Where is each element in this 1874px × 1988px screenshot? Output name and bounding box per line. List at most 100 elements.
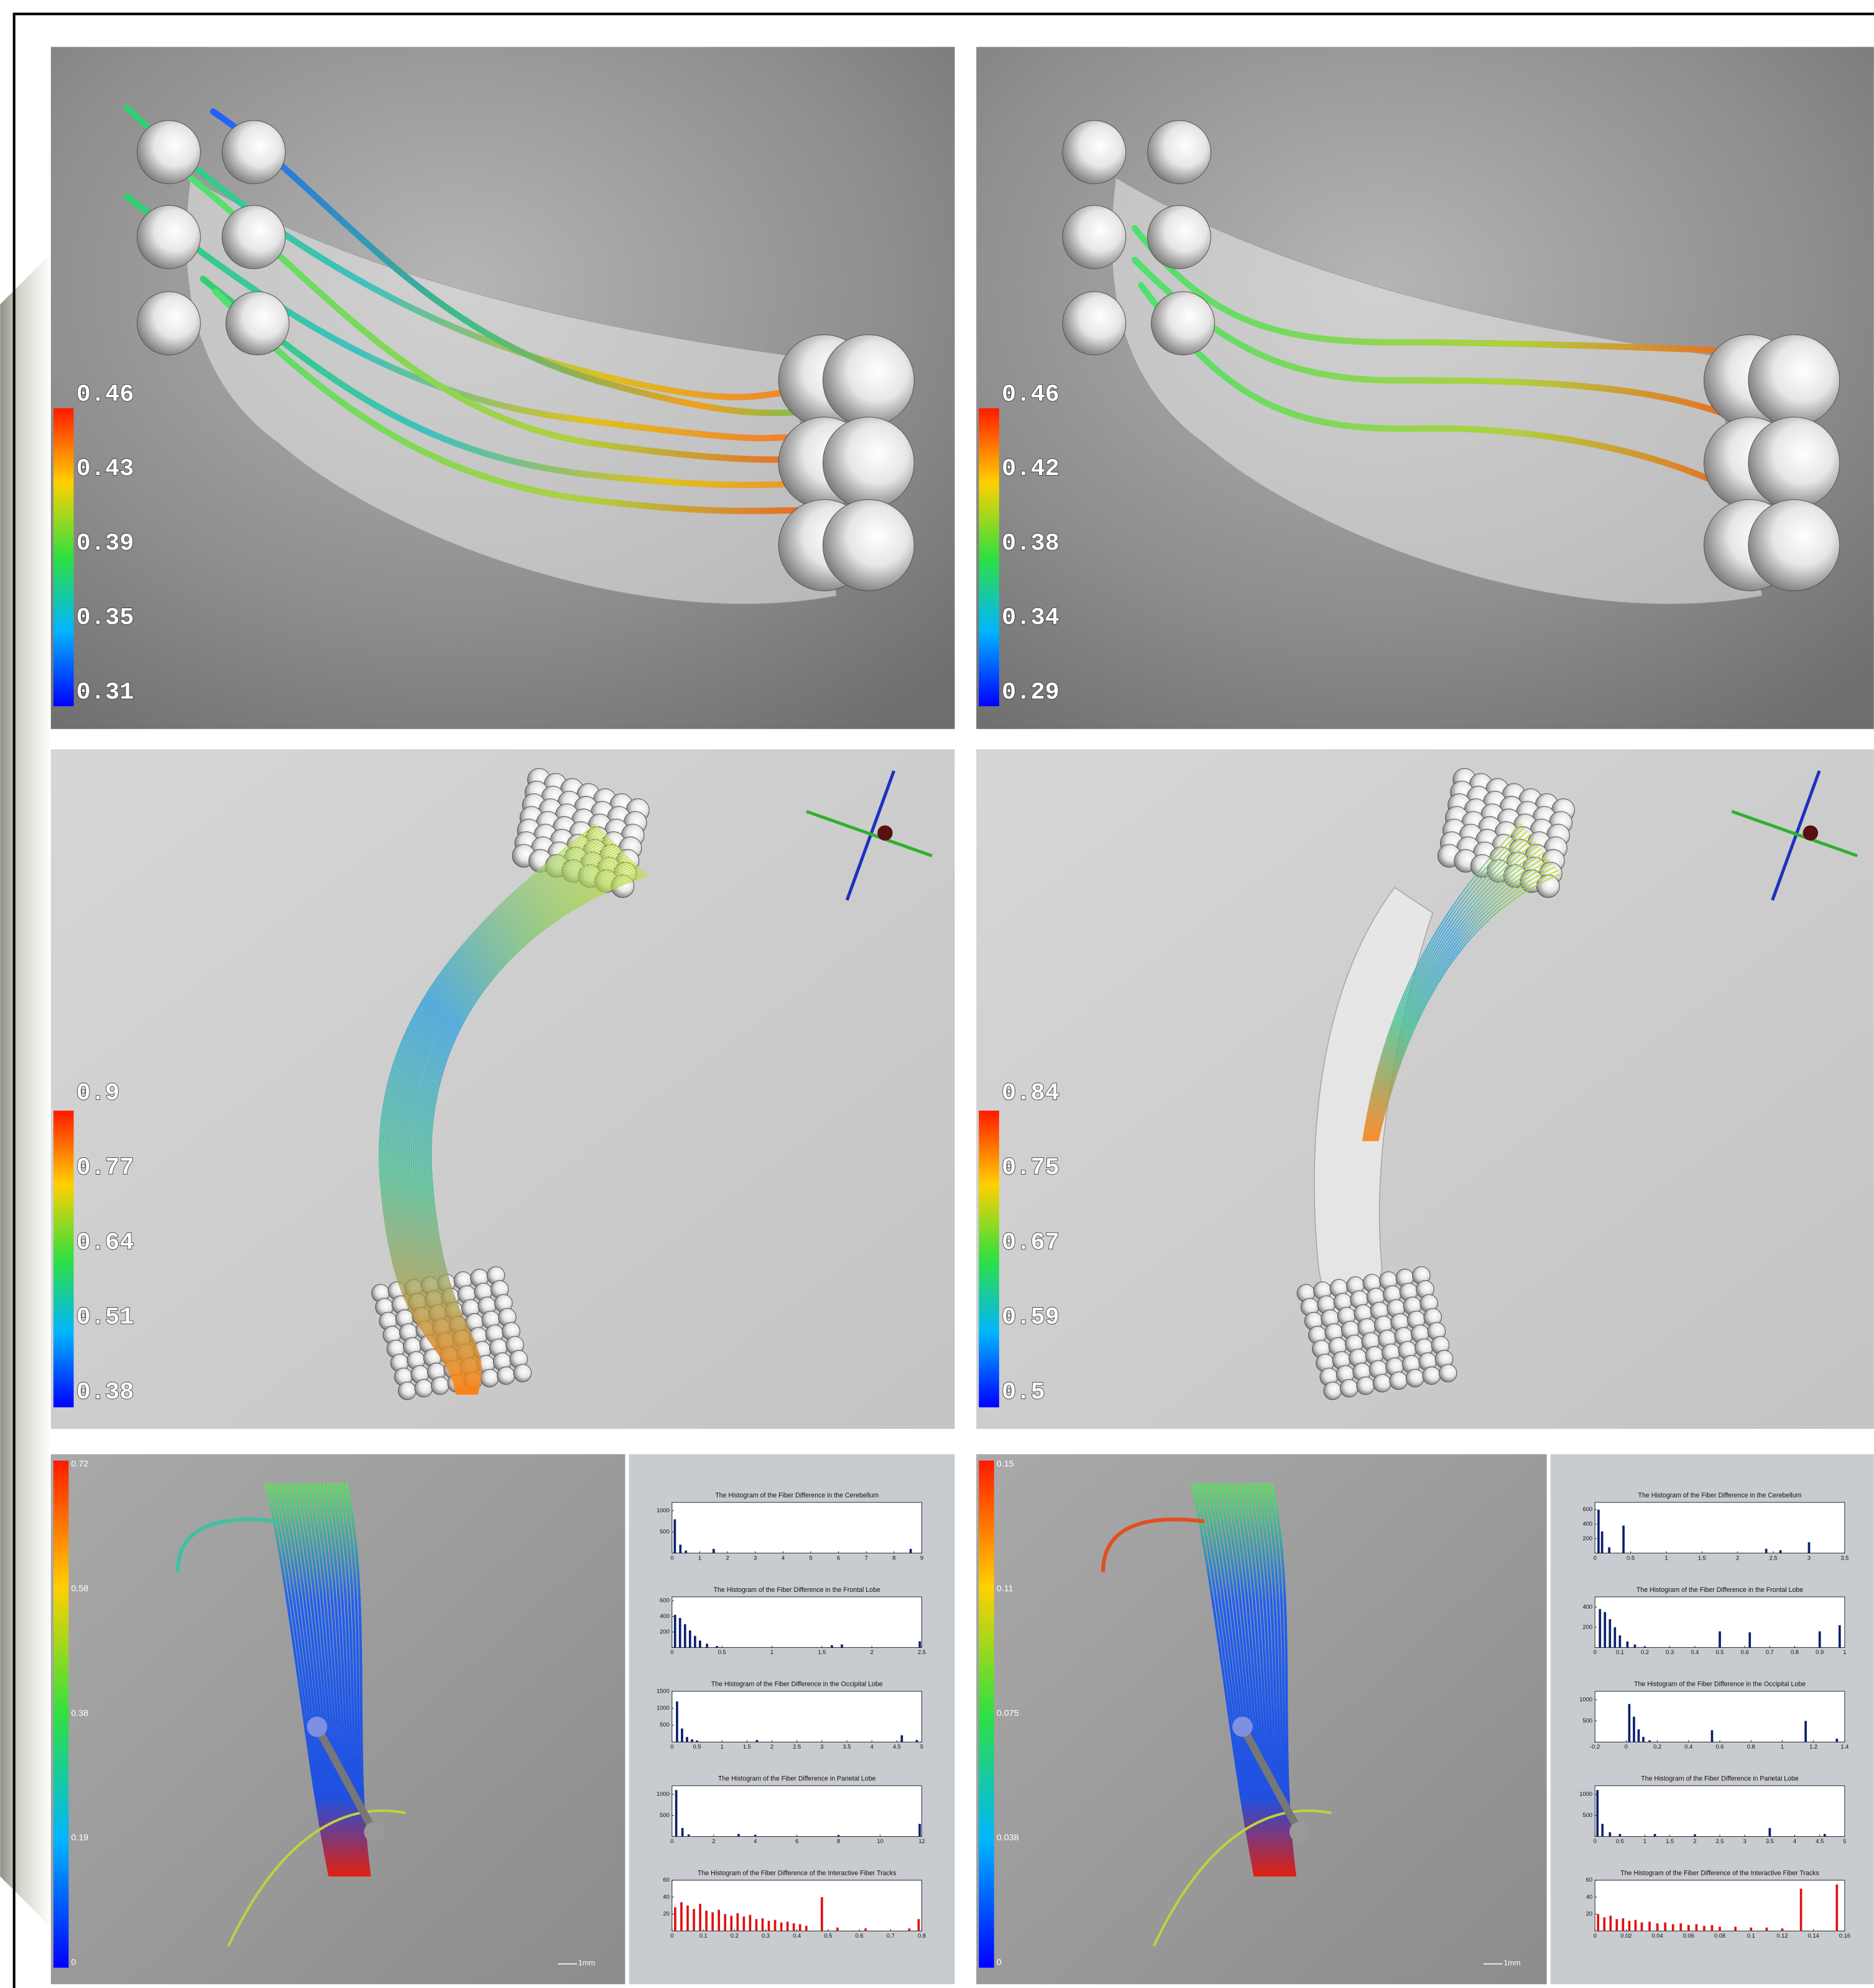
x-tick-label: 0.1	[1616, 1649, 1624, 1655]
histogram-bar	[1679, 1923, 1682, 1931]
histogram-bar	[693, 1909, 695, 1931]
histogram-bar	[705, 1911, 708, 1931]
seed-sphere	[431, 1377, 449, 1395]
histogram-bar	[1633, 1717, 1635, 1742]
histogram-bar	[1619, 1635, 1622, 1648]
x-tick-label: 5	[809, 1555, 812, 1561]
histogram-bar	[836, 1928, 839, 1931]
histogram-bar	[1800, 1889, 1802, 1931]
histogram-bar	[1648, 1741, 1651, 1742]
histogram-title: The Histogram of the Fiber Difference in…	[1634, 1681, 1806, 1688]
histogram-bar	[1622, 1525, 1625, 1553]
histogram-bar	[681, 1828, 684, 1837]
histogram-bar	[756, 1740, 759, 1742]
seed-sphere	[1423, 1367, 1441, 1385]
x-tick-label: 0.5	[693, 1744, 701, 1750]
histogram-bar	[918, 1642, 921, 1648]
histogram-bar	[1597, 1914, 1599, 1931]
histogram-bar	[918, 1824, 921, 1836]
y-tick-label: 40	[663, 1893, 669, 1900]
y-tick-label: 1500	[657, 1688, 670, 1694]
histogram-bar	[706, 1644, 708, 1647]
colorbar-label: 0.38	[1002, 530, 1059, 557]
seed-sphere	[1748, 499, 1840, 591]
x-tick-label: 0.3	[762, 1933, 770, 1939]
y-tick-label: 400	[1582, 1604, 1592, 1610]
y-tick-label: 500	[1582, 1718, 1592, 1724]
colorbar-label: 0.42	[1002, 455, 1059, 483]
colorbar-label: 0	[997, 1958, 1002, 1967]
x-tick-label: 0.5	[1627, 1555, 1635, 1561]
colorbar-label: 0.5	[1002, 1379, 1045, 1406]
plot-area	[672, 1502, 922, 1553]
x-tick-label: 0.1	[699, 1933, 708, 1939]
histogram-bar	[1609, 1916, 1612, 1931]
colorbar-label: 0	[71, 1958, 76, 1967]
colorbar	[979, 1111, 999, 1407]
x-tick-label: 2	[726, 1555, 729, 1561]
x-tick-label: 1.5	[743, 1744, 751, 1750]
x-tick-label: 5	[1843, 1838, 1846, 1844]
colorbar-label: 0.72	[71, 1459, 88, 1469]
y-tick-label: 1000	[1579, 1696, 1592, 1703]
seed-sphere	[1748, 417, 1840, 509]
scale-label: 1mm	[1503, 1958, 1520, 1967]
histogram-bar	[1635, 1920, 1637, 1931]
seed-sphere	[226, 292, 289, 355]
histogram-bar	[1687, 1925, 1690, 1931]
x-tick-label: 6	[837, 1555, 840, 1561]
plot-area	[1595, 1786, 1845, 1837]
x-tick-label: 2.5	[793, 1744, 801, 1750]
x-tick-label: 0.14	[1808, 1933, 1819, 1939]
seed-sphere	[823, 499, 914, 591]
histogram-bar	[724, 1914, 726, 1931]
histogram-bar	[1824, 1834, 1826, 1836]
y-tick-label: 1000	[1579, 1791, 1592, 1797]
colorbar-label: 0.59	[1002, 1304, 1059, 1331]
x-tick-label: 0.5	[824, 1933, 832, 1939]
histogram-title: The Histogram of the Fiber Difference of…	[698, 1870, 897, 1877]
histogram-bar	[674, 1907, 676, 1931]
seed-sphere	[137, 205, 200, 269]
y-tick-label: 400	[1582, 1521, 1592, 1527]
histogram-bar	[711, 1912, 714, 1931]
x-tick-label: 4.5	[893, 1744, 901, 1750]
x-tick-label: 0.04	[1651, 1933, 1663, 1939]
x-tick-label: 2	[770, 1744, 773, 1750]
y-tick-label: 200	[660, 1629, 670, 1635]
histogram-bar	[864, 1928, 867, 1931]
histogram-bar	[1664, 1923, 1666, 1931]
y-tick-label: 20	[663, 1911, 669, 1917]
histogram-bar	[793, 1923, 795, 1931]
x-tick-label: 0	[670, 1744, 673, 1750]
histogram-bar	[688, 1834, 690, 1836]
histogram-bar	[1648, 1921, 1651, 1931]
histogram-bar	[1634, 1645, 1636, 1648]
x-tick-label: 1.5	[818, 1649, 826, 1655]
seed-sphere	[1406, 1369, 1424, 1387]
histogram-bar	[1613, 1627, 1616, 1648]
colorbar-label: 0.46	[1002, 381, 1059, 408]
histogram-bar	[730, 1916, 732, 1931]
histogram-bar	[1703, 1926, 1706, 1931]
x-tick-label: 0.4	[1684, 1744, 1692, 1750]
histogram-bar	[1641, 1923, 1643, 1931]
histogram-bar	[749, 1915, 752, 1931]
histogram-bar	[1628, 1704, 1631, 1742]
x-tick-label: 0.3	[1666, 1649, 1674, 1655]
histogram-bar	[1627, 1642, 1629, 1648]
histogram-bar	[1694, 1834, 1696, 1836]
colorbar-label: 0.64	[76, 1229, 134, 1256]
seed-sphere	[1063, 292, 1126, 355]
seed-sphere	[137, 292, 200, 355]
histogram-bar	[787, 1921, 789, 1931]
x-tick-label: 1	[770, 1649, 773, 1655]
histogram-bar	[675, 1790, 678, 1837]
seed-sphere	[1536, 875, 1559, 898]
seed-sphere	[514, 1364, 532, 1382]
y-tick-label: 1000	[657, 1791, 670, 1797]
seed-sphere	[222, 121, 285, 184]
histogram-bar	[841, 1645, 843, 1648]
x-tick-label: 0	[670, 1649, 673, 1655]
histogram-bar	[1672, 1924, 1674, 1931]
